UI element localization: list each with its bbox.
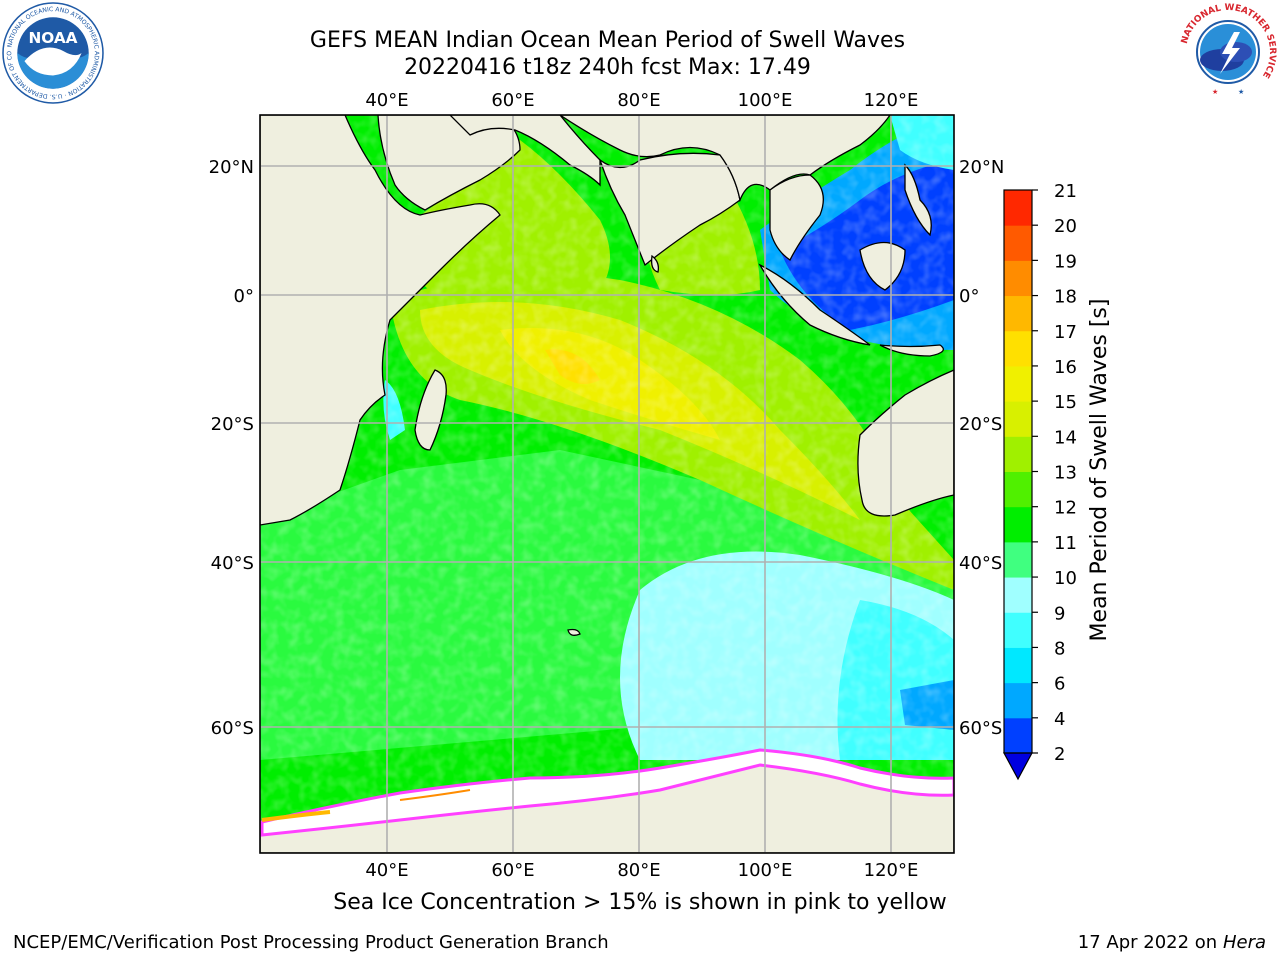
colorbar-tick-label: 21 [1054, 181, 1077, 202]
colorbar-tick-label: 2 [1054, 744, 1065, 765]
colorbar-swatch [1004, 682, 1032, 719]
map-frame [259, 114, 955, 854]
colorbar-swatch [1004, 471, 1032, 508]
lon-label-bottom: 80°E [617, 860, 660, 881]
lat-label-left: 20°S [211, 414, 254, 435]
svg-text:★: ★ [1238, 88, 1244, 96]
colorbar-swatch [1004, 365, 1032, 402]
lon-label-top: 60°E [491, 90, 534, 111]
colorbar-tick-label: 15 [1054, 392, 1077, 413]
colorbar-tick-label: 12 [1054, 498, 1077, 519]
lat-label-left: 40°S [211, 553, 254, 574]
lon-label-top: 120°E [864, 90, 919, 111]
lat-label-left: 0° [234, 286, 254, 307]
map-subtitle: 20220416 t18z 240h fcst Max: 17.49 [404, 55, 811, 80]
axis-labels: 40°E 40°E 60°E 60°E 80°E 80°E 100°E 100°E 120°E 1… [209, 90, 1005, 881]
colorbar-tick-label: 11 [1054, 533, 1077, 554]
arabia [377, 115, 521, 211]
nws-logo: NATIONAL WEATHER SERVICE ★ ★ [1179, 3, 1277, 101]
colorbar-swatch [1004, 330, 1032, 367]
lat-label-right: 20°S [959, 414, 1002, 435]
map-plot-area [260, 115, 954, 853]
colorbar-swatch [1004, 401, 1032, 437]
lon-label-top: 100°E [738, 90, 793, 111]
sea-ice-edge-mid [399, 789, 471, 801]
colorbar-swatch [1004, 541, 1032, 578]
colorbar-swatch [1004, 577, 1032, 613]
colorbar-tick-label: 8 [1054, 638, 1065, 659]
asia [558, 115, 891, 203]
sea-ice-caption: Sea Ice Concentration > 15% is shown in … [333, 890, 947, 915]
lat-label-right: 60°S [959, 718, 1002, 739]
footer-credit: NCEP/EMC/Verification Post Processing Pr… [13, 932, 609, 953]
colorbar-swatch [1004, 436, 1032, 472]
sumatra [758, 263, 871, 346]
lon-label-bottom: 60°E [491, 860, 534, 881]
lon-label-bottom: 40°E [365, 860, 408, 881]
colorbar-tick-label: 6 [1054, 674, 1065, 695]
colorbar: 2 4 6 8 9 10 11 12 13 14 15 16 17 18 19 20 21 [1002, 181, 1077, 781]
colorbar-tick-label: 14 [1054, 427, 1077, 448]
lat-label-right: 40°S [959, 553, 1002, 574]
colorbar-tick-label: 18 [1054, 287, 1077, 308]
footer-timestamp: 17 Apr 2022 on Hera [1078, 932, 1266, 953]
colorbar-tick-label: 13 [1054, 463, 1077, 484]
philippines [904, 163, 932, 237]
colorbar-swatch [1004, 190, 1032, 226]
footer-machine: Hera [1222, 932, 1266, 953]
svg-text:★: ★ [1212, 88, 1218, 96]
india [598, 152, 741, 267]
lon-label-top: 40°E [365, 90, 408, 111]
colorbar-label: Mean Period of Swell Waves [s] [1087, 299, 1112, 642]
colorbar-swatch [1004, 647, 1032, 684]
colorbar-swatch [1004, 260, 1032, 297]
madagascar [414, 369, 447, 451]
colorbar-tick-label: 9 [1054, 603, 1065, 624]
map-title: GEFS MEAN Indian Ocean Mean Period of Sw… [309, 28, 906, 53]
colorbar-swatch [1004, 717, 1032, 754]
colorbar-extend-arrow [1002, 752, 1034, 781]
noaa-logo: NATIONAL OCEANIC AND ATMOSPHERIC ADMINIS… [2, 2, 104, 104]
lon-label-top: 80°E [617, 90, 660, 111]
java [879, 344, 944, 357]
graticule [260, 115, 954, 853]
colorbar-tick-label: 16 [1054, 357, 1077, 378]
colorbar-tick-label: 19 [1054, 251, 1077, 272]
kerguelen [567, 628, 581, 636]
iran [449, 115, 601, 187]
borneo [859, 241, 906, 291]
colorbar-swatch [1004, 295, 1032, 332]
colorbar-tick-label: 20 [1054, 216, 1077, 237]
colorbar-tick-label: 17 [1054, 322, 1077, 343]
sea-ice [260, 748, 954, 837]
lon-label-bottom: 120°E [864, 860, 919, 881]
lat-label-left: 60°S [211, 718, 254, 739]
lat-label-right: 20°N [959, 157, 1004, 178]
footer-date: 17 Apr 2022 on [1077, 932, 1223, 953]
colorbar-swatch [1004, 506, 1032, 543]
noaa-text: NOAA [28, 29, 77, 47]
colorbar-tick-label: 10 [1054, 568, 1077, 589]
colorbar-swatch [1004, 225, 1032, 261]
colorbar-tick-label: 4 [1054, 709, 1065, 730]
colorbar-swatch [1004, 612, 1032, 648]
australia [857, 369, 954, 517]
lat-label-right: 0° [959, 286, 979, 307]
sri-lanka [650, 254, 660, 273]
lon-label-bottom: 100°E [738, 860, 793, 881]
lat-label-left: 20°N [209, 157, 254, 178]
sea-ice-edge-high [261, 810, 331, 822]
indochina [769, 174, 824, 261]
